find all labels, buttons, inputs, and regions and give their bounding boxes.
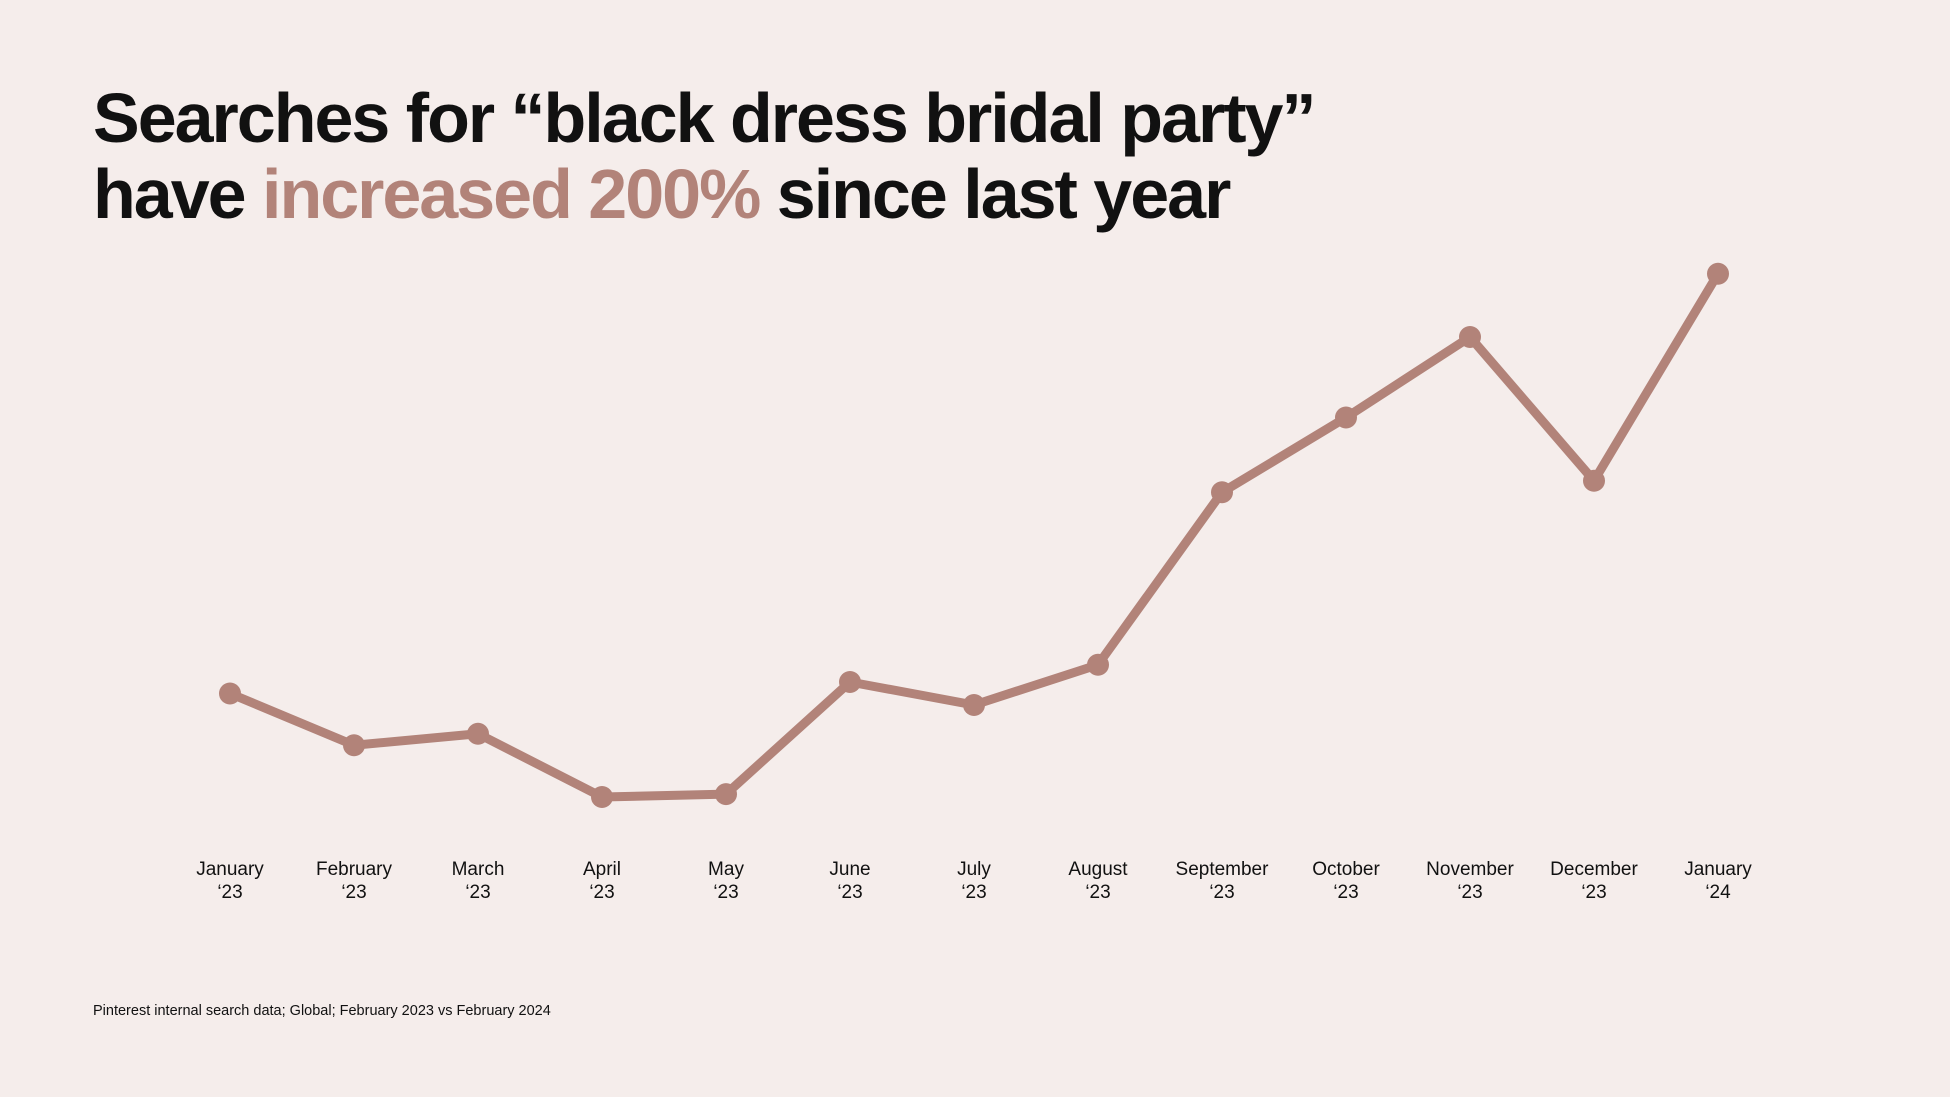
x-tick-label: July ‘23 bbox=[957, 859, 991, 903]
x-tick-label: September ‘23 bbox=[1176, 859, 1270, 903]
data-point bbox=[219, 682, 241, 705]
title-highlight: increased 200% bbox=[262, 155, 761, 233]
x-tick-label: May ‘23 bbox=[708, 859, 744, 903]
data-point bbox=[1459, 326, 1481, 348]
data-point bbox=[343, 734, 365, 757]
data-point bbox=[1211, 481, 1233, 504]
x-tick-label: January ‘23 bbox=[196, 859, 264, 903]
x-tick-label: January ‘24 bbox=[1684, 859, 1752, 903]
x-tick-label: December ‘23 bbox=[1550, 859, 1638, 903]
x-tick-label: March ‘23 bbox=[452, 859, 505, 903]
data-point bbox=[963, 694, 985, 716]
data-point bbox=[467, 722, 489, 745]
x-tick-label: June ‘23 bbox=[829, 859, 870, 903]
title-line-1: Searches for “black dress bridal party” bbox=[93, 79, 1316, 157]
title-line-2-suffix: since last year bbox=[759, 155, 1232, 233]
series-line bbox=[225, 269, 1723, 802]
x-axis: January ‘23 February ‘23 March ‘23 April ‘23 May… bbox=[196, 859, 1752, 903]
data-point bbox=[1583, 469, 1605, 492]
chart-title: Searches for “black dress bridal party” … bbox=[93, 79, 1316, 233]
x-tick-label: August ‘23 bbox=[1068, 859, 1128, 903]
data-series bbox=[219, 262, 1729, 808]
data-point bbox=[839, 671, 861, 693]
x-tick-label: November ‘23 bbox=[1426, 859, 1514, 903]
x-tick-label: October ‘23 bbox=[1312, 859, 1380, 903]
data-point bbox=[1087, 653, 1109, 676]
x-tick-label: February ‘23 bbox=[316, 859, 393, 903]
data-point bbox=[591, 786, 613, 808]
data-point bbox=[1707, 262, 1729, 285]
data-point bbox=[715, 783, 737, 806]
data-point bbox=[1335, 406, 1357, 429]
x-tick-label: April ‘23 bbox=[583, 859, 621, 903]
source-footnote: Pinterest internal search data; Global; … bbox=[93, 1003, 551, 1019]
title-line-2-prefix: have bbox=[93, 155, 262, 233]
